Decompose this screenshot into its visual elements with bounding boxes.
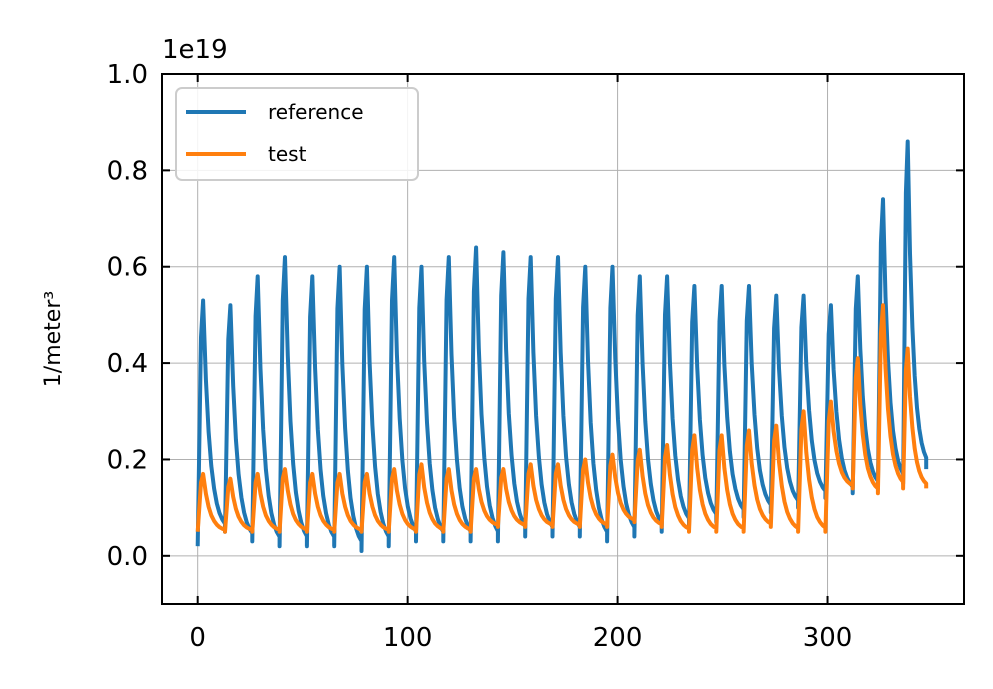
legend: reference test bbox=[175, 87, 419, 181]
legend-label-test: test bbox=[268, 142, 307, 166]
x-tick-label: 200 bbox=[593, 623, 643, 653]
x-tick-label: 0 bbox=[189, 623, 206, 653]
y-tick-label: 0.6 bbox=[107, 253, 148, 283]
y-axis-label: 1/meter³ bbox=[41, 291, 66, 387]
y-tick-label: 1.0 bbox=[107, 60, 148, 90]
x-tick-label: 100 bbox=[383, 623, 433, 653]
x-tick-label: 300 bbox=[803, 623, 853, 653]
y-tick-label: 0.2 bbox=[107, 445, 148, 475]
y-tick-label: 0.0 bbox=[107, 542, 148, 572]
y-tick-label: 0.4 bbox=[107, 349, 148, 379]
series-line-test bbox=[195, 303, 929, 534]
series-line-reference bbox=[195, 139, 929, 553]
plot-frame bbox=[161, 73, 965, 605]
axis-ticks bbox=[162, 73, 964, 604]
y-tick-label: 0.8 bbox=[107, 156, 148, 186]
plot-series-group bbox=[195, 139, 929, 553]
legend-label-reference: reference bbox=[268, 100, 364, 124]
y-axis-offset-text: 1e19 bbox=[162, 35, 228, 65]
